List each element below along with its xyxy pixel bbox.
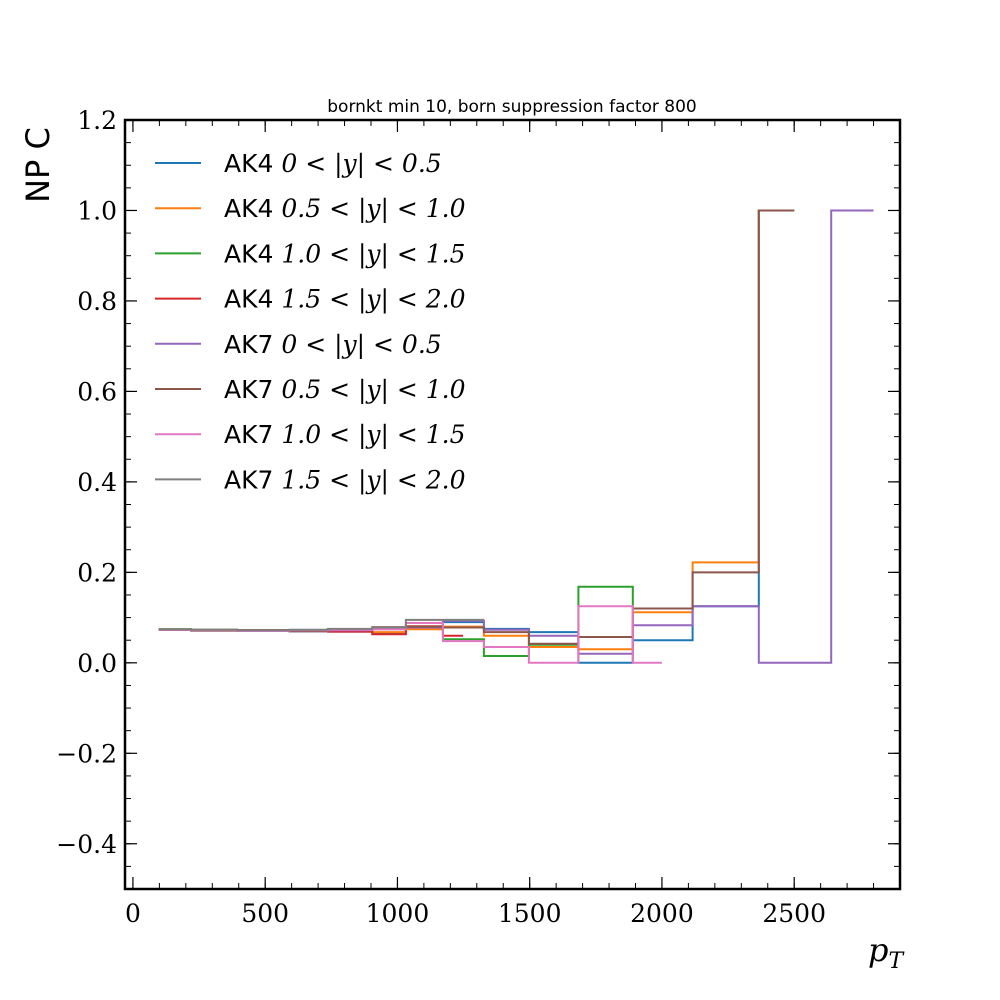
y-tick-label: 1.2 — [77, 106, 117, 135]
chart-title: bornkt min 10, born suppression factor 8… — [327, 97, 697, 117]
y-tick-label: 1.0 — [77, 196, 117, 225]
y-tick-label: 0.4 — [77, 468, 117, 497]
legend-entry-2: AK4 1.0 < |y| < 1.5 — [224, 239, 466, 269]
y-axis-label: NP C — [19, 127, 57, 203]
y-tick-label: −0.2 — [56, 739, 117, 768]
legend-entry-7: AK7 1.5 < |y| < 2.0 — [224, 465, 466, 495]
x-axis-label: pT — [868, 931, 905, 974]
legend-entry-3: AK4 1.5 < |y| < 2.0 — [224, 285, 466, 315]
legend-entry-6: AK7 1.0 < |y| < 1.5 — [224, 420, 466, 450]
x-tick-label: 2000 — [630, 899, 694, 928]
y-tick-label: −0.4 — [56, 830, 117, 859]
plot-frame — [123, 118, 902, 891]
plot-series — [158, 209, 874, 664]
legend-entry-5: AK7 0.5 < |y| < 1.0 — [224, 375, 466, 405]
x-tick-label: 500 — [241, 899, 289, 928]
x-tick-label: 1500 — [498, 899, 562, 928]
x-tick-label: 2500 — [762, 899, 826, 928]
y-tick-label: 0.6 — [77, 377, 117, 406]
axes: −0.4 −0.2 0.0 0.2 0.4 0.6 0.8 1.0 1.2 0 500 1000 150… — [56, 106, 902, 928]
series-line-2 — [158, 585, 693, 657]
y-tick-label: 0.8 — [77, 287, 117, 316]
legend-entry-0: AK4 0 < |y| < 0.5 — [224, 149, 442, 179]
legend-entry-4: AK7 0 < |y| < 0.5 — [224, 330, 442, 360]
x-tick-label: 1000 — [366, 899, 430, 928]
x-tick-label: 0 — [125, 899, 141, 928]
y-tick-label: 0.2 — [77, 558, 117, 587]
legend: AK4 0 < |y| < 0.5 AK4 0.5 < |y| < 1.0 AK4 … — [155, 149, 466, 495]
y-tick-label: 0.0 — [77, 649, 117, 678]
legend-entry-1: AK4 0.5 < |y| < 1.0 — [224, 194, 466, 224]
series-line-7 — [158, 618, 484, 632]
